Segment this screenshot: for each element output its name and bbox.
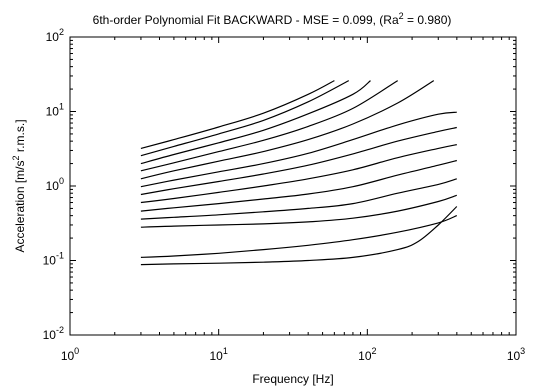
y-tick-labels: 10-2 10-1 100 101 102 xyxy=(43,27,64,342)
y-tick-label: 101 xyxy=(46,102,64,119)
fit-curve-9 xyxy=(140,159,457,212)
y-tick-label: 10-1 xyxy=(43,251,64,268)
y-tick-label: 100 xyxy=(46,176,64,193)
fit-curve-6 xyxy=(140,111,457,188)
x-tick-label: 102 xyxy=(358,346,376,363)
fit-curve-5 xyxy=(140,80,435,180)
fit-curve-13 xyxy=(140,206,458,266)
x-tick-label: 100 xyxy=(61,346,79,363)
fit-curve-7 xyxy=(140,126,457,196)
x-tick-labels: 100 101 102 103 xyxy=(61,346,525,363)
axis-ticks xyxy=(69,36,517,336)
y-tick-label: 10-2 xyxy=(43,325,64,342)
fit-curve-10 xyxy=(140,178,457,220)
y-tick-label: 102 xyxy=(46,27,64,44)
fitted-curves xyxy=(140,80,458,266)
x-tick-label: 103 xyxy=(507,346,525,363)
y-axis-label: Acceleration [m/s2 r.m.s.] xyxy=(11,119,27,252)
plot-area-frame xyxy=(69,36,517,336)
x-tick-label: 101 xyxy=(209,346,227,363)
fit-curve-4 xyxy=(140,80,399,172)
fit-curve-12 xyxy=(140,215,458,258)
fit-curve-11 xyxy=(140,194,457,228)
fit-curve-8 xyxy=(140,144,457,204)
fit-curve-2 xyxy=(140,80,350,157)
fit-curve-3 xyxy=(140,80,371,165)
chart-title: 6th-order Polynomial Fit BACKWARD - MSE … xyxy=(93,11,452,27)
x-axis-label: Frequency [Hz] xyxy=(252,372,333,386)
fit-curve-1 xyxy=(140,80,335,149)
